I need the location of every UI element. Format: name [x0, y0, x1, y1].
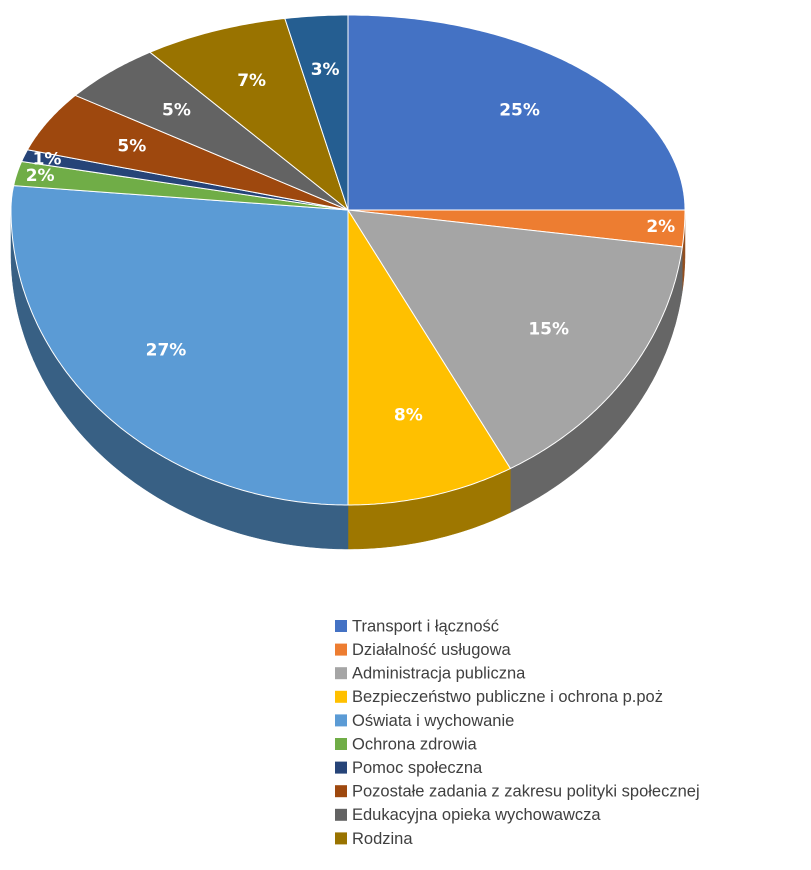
slice — [26, 94, 349, 211]
data-label: 2% — [646, 217, 675, 237]
legend-swatch — [335, 620, 347, 632]
legend-swatch — [335, 690, 347, 703]
legend-label: Pomoc społeczna — [352, 759, 483, 777]
legend-label: Bezpieczeństwo publiczne i ochrona p.poż — [352, 688, 663, 706]
slice — [347, 14, 686, 211]
legend: Transport i łączność Działalność usługowa… — [335, 617, 700, 848]
pie-tops — [10, 14, 686, 506]
legend-label: Ochrona zdrowia — [352, 735, 478, 753]
legend-label: Administracja publiczna — [352, 665, 526, 683]
data-label: 27% — [146, 340, 187, 360]
legend-swatch — [335, 808, 347, 821]
legend-swatch — [335, 785, 347, 798]
data-label: 3% — [311, 60, 340, 80]
data-label: 5% — [117, 136, 146, 156]
legend-swatch — [335, 832, 347, 845]
data-label: 8% — [394, 406, 423, 426]
legend-label: Transport i łączność — [352, 617, 499, 635]
legend-swatch — [335, 714, 347, 727]
legend-swatch — [335, 761, 347, 774]
legend-label: Rodzina — [352, 830, 413, 848]
slice — [284, 14, 349, 211]
legend-label: Działalność usługowa — [352, 641, 511, 659]
data-label: 1% — [33, 149, 62, 169]
data-label: 25% — [499, 101, 540, 121]
slice — [347, 208, 512, 506]
legend-label: Pozostałe zadania z zakresu polityki spo… — [352, 783, 700, 801]
legend-label: Oświata i wychowanie — [352, 712, 514, 730]
legend-label: Edukacyjna opieka wychowawcza — [352, 806, 601, 824]
slice — [10, 185, 349, 506]
data-label: 7% — [237, 71, 266, 91]
slice — [74, 51, 349, 211]
data-label: 2% — [26, 166, 55, 186]
data-label: 5% — [162, 101, 191, 121]
legend-swatch — [335, 738, 347, 750]
slice — [148, 17, 349, 212]
data-labels: 25%2%15%8%27%2%1%5%5%7%3% — [26, 60, 676, 426]
legend-swatch — [335, 667, 347, 680]
data-label: 15% — [528, 319, 569, 339]
slice — [347, 209, 683, 470]
legend-swatch — [335, 643, 347, 656]
